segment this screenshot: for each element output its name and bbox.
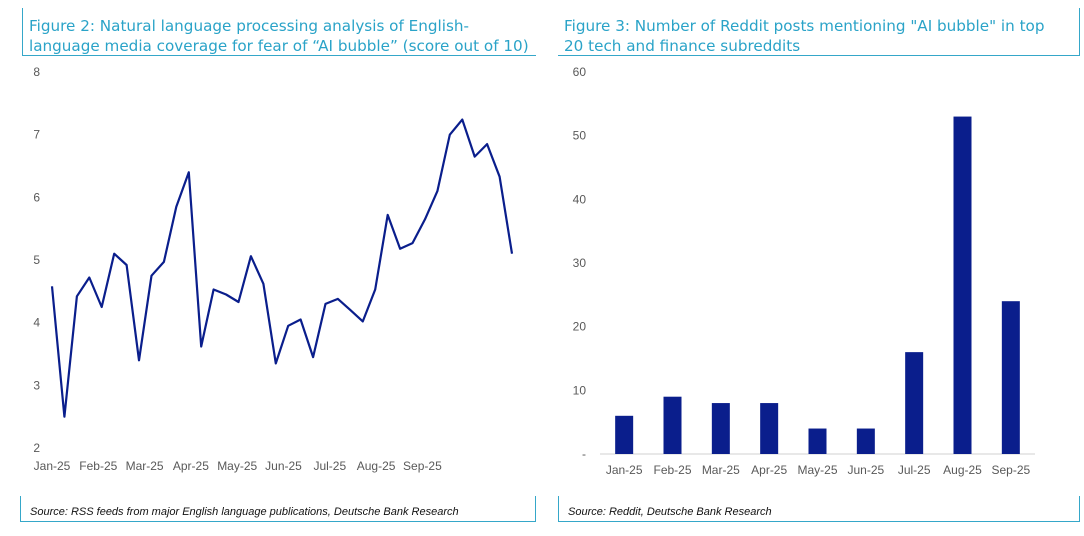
x-tick-label: Jun-25 [265,459,302,473]
y-tick-label: - [582,447,586,461]
x-tick-label: Jul-25 [313,459,346,473]
figure-3-panel: Figure 3: Number of Reddit posts mention… [550,0,1084,536]
figure-2-line-chart: 2 3 4 5 6 7 8 Jan-25 Feb-25 Mar-25 Apr-25 May-25 Jun… [33,65,514,473]
bar [615,415,634,454]
y-tick-label: 5 [33,253,40,267]
x-tick-label: May-25 [217,459,257,473]
figure-2-title-line-2: language media coverage for fear of “AI … [29,37,529,55]
bar [856,428,875,454]
x-tick-label: Jul-25 [898,463,931,477]
x-tick-label: Feb-25 [79,459,117,473]
y-tick-label: 2 [33,441,40,455]
series-line [50,118,514,418]
bar [663,396,682,454]
x-tick-label: Apr-25 [751,463,787,477]
figure-3-bar-chart: - 10 20 30 40 50 60 Jan-25 Feb-25 Mar-25 Apr-25 May… [573,65,1035,477]
x-tick-label: Sep-25 [991,463,1030,477]
bar [1001,301,1020,454]
figure-2-source-box: Source: RSS feeds from major English lan… [20,496,536,522]
y-tick-label: 20 [573,320,587,334]
x-tick-label: Aug-25 [357,459,396,473]
x-tick-label: Mar-25 [702,463,740,477]
figure-3-source: Source: Reddit, Deutsche Bank Research [568,506,772,518]
y-tick-label: 4 [33,316,40,330]
figure-2-panel: Figure 2: Natural language processing an… [0,0,540,536]
y-tick-label: 60 [573,65,587,79]
x-tick-label: Sep-25 [403,459,442,473]
figure-2-title: Figure 2: Natural language processing an… [22,8,536,56]
figure-3-title-line-2: 20 tech and finance subreddits [564,37,801,55]
x-tick-label: Jun-25 [847,463,884,477]
y-tick-label: 7 [33,128,40,142]
bar [760,403,779,454]
bar [953,116,972,455]
bar [808,428,827,454]
y-tick-label: 6 [33,190,40,204]
x-tick-label: Jan-25 [606,463,643,477]
figure-3-title: Figure 3: Number of Reddit posts mention… [558,8,1080,56]
y-tick-label: 50 [573,129,587,143]
x-tick-label: Apr-25 [173,459,209,473]
figure-3-title-line-1: Figure 3: Number of Reddit posts mention… [564,17,1045,35]
x-tick-label: Mar-25 [126,459,164,473]
y-tick-label: 40 [573,192,587,206]
y-tick-label: 30 [573,256,587,270]
x-tick-label: Jan-25 [34,459,71,473]
figure-2-title-line-1: Figure 2: Natural language processing an… [29,17,469,35]
bar [711,403,730,454]
y-tick-label: 10 [573,383,587,397]
x-tick-label: May-25 [797,463,837,477]
x-tick-label: Aug-25 [943,463,982,477]
figure-3-source-box: Source: Reddit, Deutsche Bank Research [558,496,1080,522]
figure-2-source: Source: RSS feeds from major English lan… [30,506,459,518]
bar [905,352,924,454]
y-tick-label: 3 [33,378,40,392]
y-tick-label: 8 [33,65,40,79]
x-tick-label: Feb-25 [653,463,691,477]
